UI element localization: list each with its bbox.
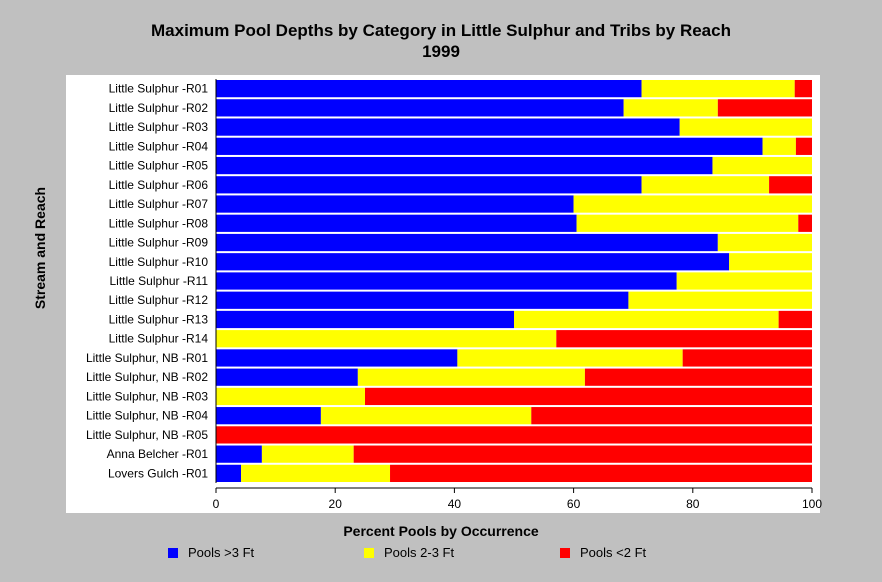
- bar-segment-2-3: [573, 195, 812, 213]
- bar-segment-lt2: [584, 368, 812, 386]
- bar-segment-2-3: [261, 445, 354, 463]
- bar-segment-gt3: [216, 214, 577, 232]
- category-label: Anna Belcher -R01: [107, 447, 209, 461]
- category-label: Little Sulphur, NB -R02: [86, 370, 208, 384]
- bar-segment-2-3: [320, 407, 532, 425]
- bar-segment-lt2: [365, 387, 812, 406]
- bar-segment-lt2: [531, 407, 812, 425]
- legend-swatch-yellow: [364, 547, 374, 558]
- bar-segment-gt3: [216, 291, 629, 309]
- category-label: Little Sulphur -R09: [109, 236, 209, 250]
- category-label: Little Sulphur, NB -R01: [86, 351, 208, 365]
- bar-segment-lt2: [390, 464, 812, 482]
- bar-segment-2-3: [623, 99, 718, 117]
- legend-item-pools-2-3: Pools 2-3 Ft: [364, 545, 454, 560]
- bar-segment-lt2: [556, 330, 812, 348]
- bar-segment-2-3: [357, 368, 585, 386]
- bar-segment-lt2: [717, 99, 812, 117]
- y-axis-label: Stream and Reach: [32, 186, 48, 310]
- category-label: Little Sulphur -R04: [109, 139, 209, 153]
- category-label: Little Sulphur -R10: [109, 255, 209, 269]
- x-tick-label: 100: [802, 497, 822, 511]
- category-label: Little Sulphur -R06: [109, 178, 209, 192]
- x-tick-label: 80: [686, 497, 700, 511]
- bar-segment-2-3: [729, 253, 812, 271]
- bar-segment-2-3: [676, 272, 812, 290]
- bar-segment-2-3: [514, 310, 779, 329]
- category-label: Lovers Gulch -R01: [108, 466, 208, 480]
- bar-segment-gt3: [216, 368, 358, 386]
- bar-segment-lt2: [682, 349, 812, 367]
- bar-segment-2-3: [641, 80, 795, 98]
- legend-label: Pools 2-3 Ft: [384, 545, 455, 560]
- bar-segment-gt3: [216, 349, 458, 367]
- bar-segment-lt2: [778, 310, 812, 329]
- bar-segment-gt3: [216, 253, 730, 271]
- x-axis-label: Percent Pools by Occurrence: [343, 523, 539, 539]
- bar-segment-lt2: [795, 137, 812, 155]
- bar-segment-2-3: [628, 291, 812, 309]
- chart-subtitle: 1999: [422, 42, 460, 61]
- bar-segment-gt3: [216, 445, 262, 463]
- bar-segment-gt3: [216, 176, 642, 194]
- legend-swatch-blue: [168, 547, 178, 558]
- category-label: Little Sulphur -R01: [109, 82, 209, 96]
- bar-segment-gt3: [216, 233, 718, 252]
- bar-segment-2-3: [679, 118, 812, 136]
- bar-segment-gt3: [216, 272, 677, 290]
- category-label: Little Sulphur -R05: [109, 159, 209, 173]
- legend-label: Pools >3 Ft: [188, 545, 255, 560]
- bar-segment-gt3: [216, 310, 514, 329]
- legend-item-pools-lt2: Pools <2 Ft: [560, 545, 646, 560]
- bar-segment-lt2: [798, 214, 812, 232]
- category-label: Little Sulphur -R12: [109, 293, 209, 307]
- x-tick-label: 40: [448, 497, 462, 511]
- bar-segment-lt2: [769, 176, 812, 194]
- bar-segment-gt3: [216, 195, 574, 213]
- category-label: Little Sulphur -R13: [109, 312, 209, 326]
- bar-segment-gt3: [216, 464, 242, 482]
- category-label: Little Sulphur, NB -R03: [86, 389, 208, 403]
- bar-segment-gt3: [216, 137, 763, 155]
- bar-segment-2-3: [216, 387, 365, 406]
- x-tick-label: 20: [329, 497, 343, 511]
- bar-segment-gt3: [216, 99, 624, 117]
- category-label: Little Sulphur -R07: [109, 197, 209, 211]
- category-label: Little Sulphur -R08: [109, 216, 209, 230]
- bar-segment-2-3: [216, 330, 557, 348]
- bar-segment-2-3: [241, 464, 391, 482]
- bar-segment-2-3: [641, 176, 770, 194]
- bar-segment-lt2: [794, 80, 812, 98]
- category-label: Little Sulphur -R14: [109, 332, 209, 346]
- bar-segment-gt3: [216, 80, 642, 98]
- bar-segment-2-3: [712, 156, 812, 175]
- legend-swatch-red: [560, 547, 570, 558]
- category-label: Little Sulphur, NB -R04: [86, 409, 208, 423]
- chart-title: Maximum Pool Depths by Category in Littl…: [0, 20, 882, 62]
- category-label: Little Sulphur, NB -R05: [86, 428, 208, 442]
- bar-segment-lt2: [353, 445, 812, 463]
- bar-segment-2-3: [717, 233, 812, 252]
- x-tick-label: 60: [567, 497, 581, 511]
- bar-segment-gt3: [216, 118, 680, 136]
- bar-segment-2-3: [576, 214, 799, 232]
- legend-label: Pools <2 Ft: [580, 545, 647, 560]
- x-tick-label: 0: [213, 497, 220, 511]
- chart-title-line: Maximum Pool Depths by Category in Littl…: [151, 21, 731, 40]
- category-label: Little Sulphur -R03: [109, 120, 209, 134]
- bar-segment-lt2: [216, 426, 812, 444]
- bar-segment-2-3: [457, 349, 683, 367]
- category-label: Little Sulphur -R11: [110, 274, 209, 288]
- category-label: Little Sulphur -R02: [109, 101, 209, 115]
- bar-segment-gt3: [216, 156, 713, 175]
- bar-segment-gt3: [216, 407, 321, 425]
- legend-item-pools-gt3: Pools >3 Ft: [168, 545, 254, 560]
- bar-segment-2-3: [762, 137, 796, 155]
